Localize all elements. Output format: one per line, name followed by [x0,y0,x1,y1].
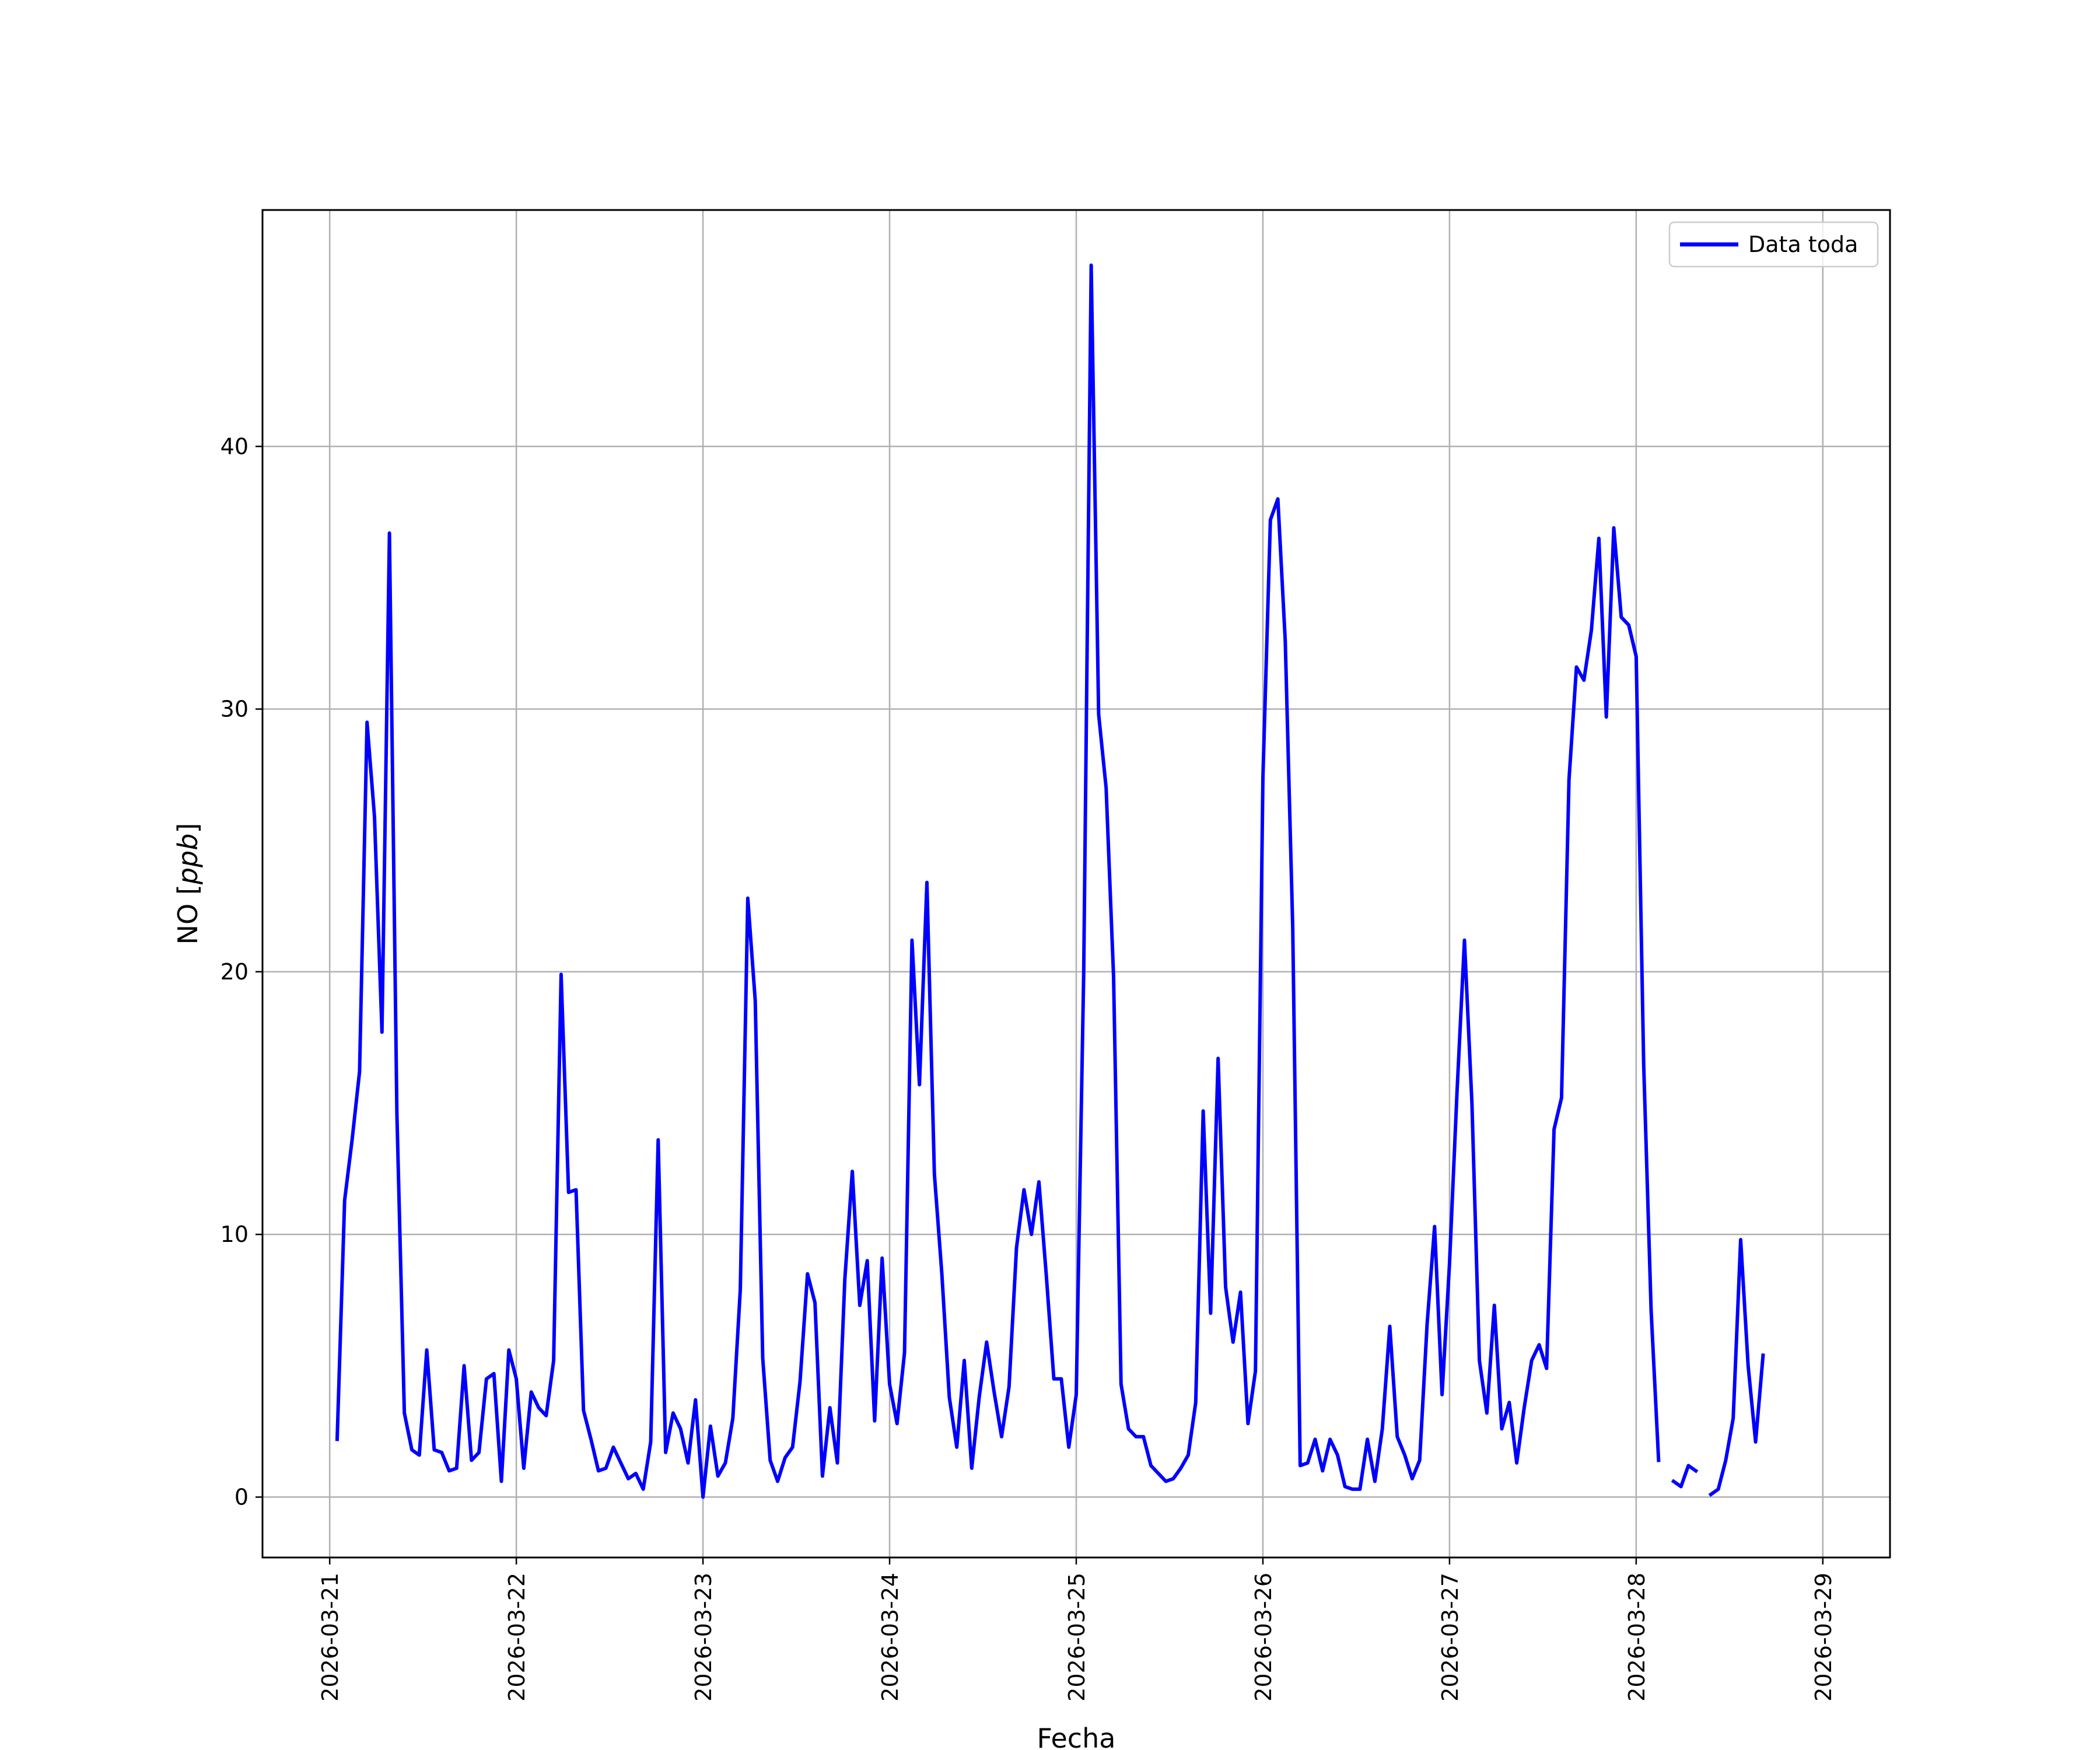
x-tick-label: 2026-03-24 [877,1573,903,1702]
x-axis-label: Fecha [1037,1723,1116,1750]
y-tick-label: 30 [220,696,249,722]
x-tick-label: 2026-03-27 [1437,1573,1463,1702]
y-tick-label: 40 [220,433,249,459]
x-tick-label: 2026-03-26 [1251,1573,1276,1702]
x-tick-label: 2026-03-21 [317,1573,343,1702]
y-tick-label: 0 [235,1484,249,1510]
x-tick-label: 2026-03-22 [504,1573,530,1702]
x-tick-label: 2026-03-25 [1064,1573,1090,1702]
legend-label: Data toda [1748,232,1858,257]
x-tick-label: 2026-03-23 [691,1573,716,1702]
y-tick-label: 20 [220,959,249,985]
legend: Data toda [1668,221,1879,268]
series-line-data-toda [335,263,1765,1499]
x-tick-label: 2026-03-28 [1624,1573,1650,1702]
x-tick-label: 2026-03-29 [1811,1573,1836,1702]
ticks: 2026-03-21 2026-03-22 2026-03-23 2026-03-24… [220,433,1836,1702]
legend-box [1668,221,1879,268]
y-tick-label: 10 [220,1222,249,1247]
y-axis-label: NO [ppb] [172,823,204,945]
series-layer [335,263,1765,1499]
grid [262,210,1890,1558]
